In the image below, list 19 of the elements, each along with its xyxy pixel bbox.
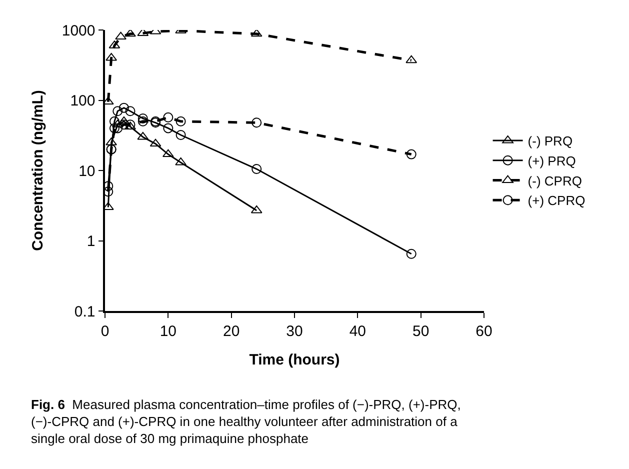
legend-label: (+) CPRQ (528, 193, 586, 208)
legend-label: (-) CPRQ (528, 173, 582, 188)
y-tick-label: 1 (86, 233, 96, 250)
x-tick-label: 60 (476, 322, 492, 340)
y-axis-title: Concentration (ng/mL) (30, 90, 47, 251)
x-tick-label: 50 (412, 322, 430, 340)
x-axis-title: Time (hours) (249, 351, 340, 368)
y-tick-label: 100 (70, 92, 96, 110)
y-tick-label: 0.1 (74, 303, 96, 320)
x-tick-label: 30 (286, 322, 303, 340)
legend-label: (-) PRQ (528, 134, 573, 149)
x-tick-label: 20 (222, 322, 240, 340)
x-tick-label: 10 (160, 322, 177, 340)
y-tick-label: 10 (78, 162, 96, 180)
caption: Fig. 6 Measured plasma concentration–time profiles of (−)-PRQ, (+)-PRQ, (−)-CPRQ and (+)-CPRQ in one healthy volunteer after administration of a single oral dose of 30 mg primaquine phosphate (31, 397, 461, 446)
x-tick-label: 40 (349, 322, 366, 340)
x-tick-label: 0 (100, 322, 110, 340)
y-tick-label: 1000 (62, 22, 96, 40)
legend-label: (+) PRQ (528, 153, 576, 168)
